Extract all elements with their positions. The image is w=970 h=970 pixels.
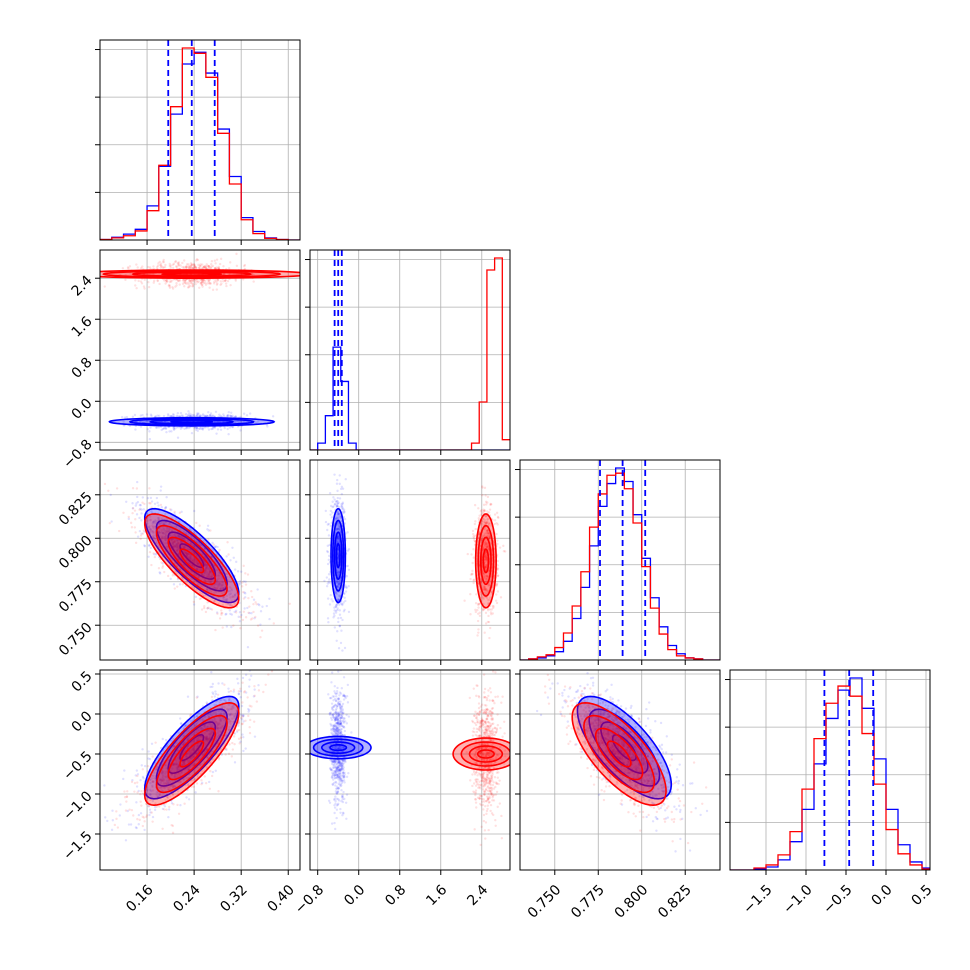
y-tick-label: 0.5 <box>69 668 96 695</box>
histogram-blue <box>100 51 300 240</box>
histogram-blue <box>730 677 930 870</box>
y-tick-label: 0.8 <box>69 355 96 382</box>
x-tick-label: 0.775 <box>568 882 608 922</box>
contour-red <box>594 727 644 781</box>
contour-blue <box>170 419 214 424</box>
x-tick-label: −0.8 <box>292 882 327 917</box>
x-tick-label: 0.8 <box>382 882 409 909</box>
contour-blue <box>167 721 217 775</box>
contour-red <box>583 714 656 794</box>
contour-red <box>155 714 228 794</box>
y-tick-label: −1.0 <box>60 788 95 823</box>
contour-red <box>179 740 205 768</box>
contour-red <box>131 271 253 277</box>
marginal-panel-1 <box>305 249 511 455</box>
x-tick-label: 0.32 <box>217 882 250 915</box>
contour-blue <box>320 741 356 755</box>
panel-frame <box>519 459 721 661</box>
y-tick-label: 0.750 <box>56 620 96 660</box>
x-tick-label: 0.16 <box>123 882 156 915</box>
y-tick-label: −0.5 <box>60 748 95 783</box>
histogram-red <box>100 47 300 240</box>
scatter-points-blue <box>324 670 353 831</box>
panel-frame <box>309 249 511 451</box>
contour-red <box>143 513 240 609</box>
y-tick-label: −1.5 <box>60 828 95 863</box>
x-tick-label: 0.24 <box>170 882 203 915</box>
x-tick-label: −0.5 <box>820 882 855 917</box>
contour-blue <box>333 531 343 580</box>
contour-red <box>482 548 490 574</box>
contour-red <box>167 727 217 781</box>
contour-red <box>160 272 223 276</box>
contour-blue <box>335 543 341 569</box>
y-tick-label: 1.6 <box>69 314 96 341</box>
contour-red <box>167 536 217 586</box>
panel-frame <box>99 39 301 241</box>
panel-frame <box>309 459 511 661</box>
y-tick-label: 0.775 <box>56 576 96 616</box>
x-tick-label: 0.0 <box>341 882 368 909</box>
histogram-blue <box>520 467 720 660</box>
y-tick-label: 2.4 <box>69 272 96 299</box>
contour-red <box>571 701 667 807</box>
marginal-panel-2 <box>515 459 721 665</box>
panel-frame <box>309 669 511 871</box>
panel-frame <box>99 459 301 661</box>
y-tick-label: 0.825 <box>56 489 96 529</box>
scatter-panel-3-1: −0.8 0.0 0.8 1.6 2.4 <box>292 669 511 917</box>
scatter-panel-3-2: 0.750 0.775 0.800 0.825 <box>515 669 721 922</box>
contour-red <box>479 536 492 586</box>
x-tick-label: 1.6 <box>423 882 450 909</box>
x-tick-label: 2.4 <box>464 882 491 909</box>
x-tick-label: 0.750 <box>525 882 565 922</box>
y-tick-label: 0.0 <box>69 396 96 423</box>
panel-frame <box>99 669 301 871</box>
x-tick-label: 0.800 <box>612 882 652 922</box>
scatter-panel-1-0: −0.8 0.0 0.8 1.6 2.4 <box>60 249 301 472</box>
marginal-panel-3: −1.5 −1.0 −0.5 0.0 0.5 <box>725 669 936 917</box>
contour-red <box>179 548 205 574</box>
y-tick-label: 0.0 <box>69 708 96 735</box>
x-tick-label: −1.5 <box>740 882 775 917</box>
y-tick-label: 0.800 <box>56 533 96 573</box>
marginal-panel-0 <box>95 39 301 245</box>
histogram-red <box>730 685 930 870</box>
contour-red <box>468 745 504 763</box>
panel-frame <box>99 249 301 451</box>
histogram-red <box>310 257 510 450</box>
x-tick-label: 0.825 <box>655 882 695 922</box>
histogram-blue <box>310 346 510 450</box>
contour-red <box>476 749 495 759</box>
contour-red <box>143 701 240 807</box>
scatter-panel-3-0: 0.16 0.24 0.32 0.40 −1.5 −1.0 −0.5 0.0 0.5 <box>60 668 301 915</box>
x-tick-label: −1.0 <box>780 882 815 917</box>
x-tick-label: 0.5 <box>909 882 936 909</box>
scatter-panel-2-1 <box>305 459 511 665</box>
contour-blue <box>576 695 673 800</box>
histogram-red <box>520 472 720 660</box>
y-tick-label: −0.8 <box>60 437 95 472</box>
x-tick-label: 0.40 <box>264 882 297 915</box>
contour-blue <box>329 743 348 752</box>
contour-blue <box>149 418 235 425</box>
contour-red <box>606 740 632 768</box>
panel-frame <box>519 669 721 871</box>
panel-frame <box>729 669 931 871</box>
contour-red <box>155 524 228 597</box>
x-tick-label: 0.0 <box>869 882 896 909</box>
